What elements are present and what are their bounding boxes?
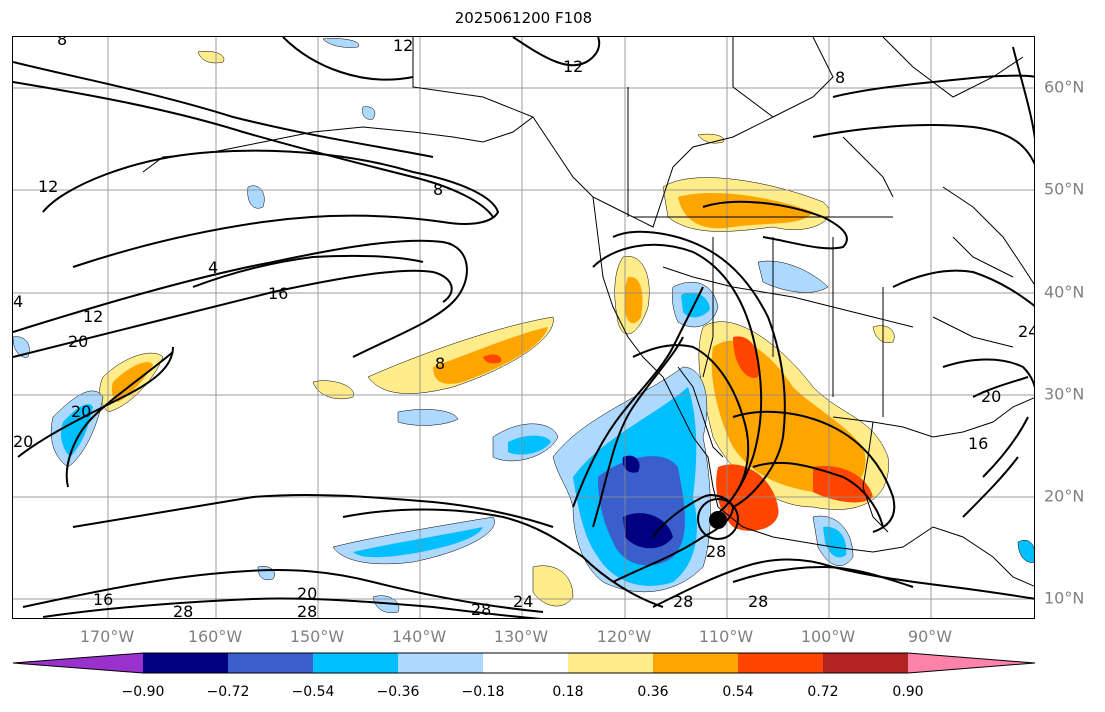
positive-anomaly-region [367,316,554,394]
negative-anomaly-region [353,527,483,558]
negative-anomaly-region [681,292,710,318]
negative-anomaly-region [322,38,360,48]
contour-label: 20 [13,432,33,451]
anomaly-fill-layer [13,38,1034,613]
colorbar-tick-label: 0.18 [552,684,584,700]
colorbar-outline [12,652,1036,674]
contour-label: 12 [563,57,583,76]
contour-label: 20 [68,332,88,351]
positive-anomaly-region [872,325,895,343]
colorbar-tick-label: −0.90 [121,684,165,700]
contour-label: 8 [433,180,443,199]
contour-label: 12 [38,177,58,196]
contour-label: 28 [706,542,726,561]
colorbar-tick-label: 0.54 [722,684,754,700]
negative-anomaly-region [623,513,673,549]
map-area: 8 8 8 8 12 12 12 12 16 16 16 20 20 20 20… [12,36,1035,619]
negative-anomaly-region [1017,539,1034,563]
colorbar-segment [738,653,823,673]
longitude-label: 150°W [289,627,345,646]
longitude-label: 100°W [800,627,856,646]
positive-anomaly-region [733,336,760,378]
contour-label: 20 [297,584,317,603]
contour-label: 8 [835,68,845,87]
negative-anomaly-region [247,185,265,209]
contour-label: 4 [13,292,23,311]
colorbar-segment [228,653,313,673]
contour-label: 28 [673,592,693,611]
positive-anomaly-region [813,466,873,503]
positive-anomaly-region [678,192,813,229]
colorbar-segment [653,653,738,673]
longitude-label: 160°W [187,627,243,646]
positive-anomaly-region [197,51,225,64]
contour-label: 8 [57,37,67,49]
longitude-label: 130°W [493,627,549,646]
contour-label: 24 [513,592,533,611]
colorbar-tick-label: 0.90 [892,684,924,700]
coastlines [142,37,1034,587]
negative-anomaly-region [622,455,640,473]
contour-label: 16 [93,590,113,609]
positive-anomaly-region [624,276,643,324]
colorbar-tick-label: −0.54 [291,684,335,700]
map-title: 2025061200 F108 [454,9,593,27]
latitude-label: 20°N [1044,486,1085,506]
negative-anomaly-region [397,409,459,426]
colorbar-tick-label: 0.72 [807,684,839,700]
longitude-label: 120°W [596,627,652,646]
positive-anomaly-region [312,380,354,400]
contour-label: 28 [471,600,491,619]
colorbar-tick-label: −0.72 [206,684,250,700]
positive-anomaly-region [711,340,866,493]
latitude-label: 30°N [1044,384,1085,404]
positive-anomaly-region [483,354,502,364]
contour-label-layer: 8 8 8 8 12 12 12 12 16 16 16 20 20 20 20… [13,37,1035,619]
colorbar-tick-label: −0.18 [461,684,505,700]
longitude-label: 110°W [698,627,754,646]
contour-label: 12 [393,37,413,55]
contour-label: 28 [297,602,317,619]
contour-label: 16 [268,284,288,303]
contour-label: 28 [173,602,193,619]
graticule-grid [13,37,1034,618]
map-canvas: 8 8 8 8 12 12 12 12 16 16 16 20 20 20 20… [13,37,1035,619]
negative-anomaly-region [362,106,376,120]
positive-anomaly-region [697,133,725,144]
negative-anomaly-region [508,435,551,455]
latitude-label: 40°N [1044,282,1085,302]
contour-label: 4 [208,258,218,277]
colorbar-segment [823,653,908,673]
contour-label: 20 [981,387,1001,406]
colorbar-segment [483,653,568,673]
contour-label: 8 [435,354,445,373]
colorbar-segment [143,653,228,673]
colorbar-extend-low [13,653,143,673]
height-contours [13,37,1034,618]
longitude-label: 140°W [391,627,447,646]
colorbar-extend-high [908,653,1035,673]
colorbar-segment [568,653,653,673]
latitude-label: 60°N [1044,77,1085,97]
longitude-label: 170°W [79,627,135,646]
colorbar-tick-label: −0.36 [376,684,420,700]
colorbar-tick-label: 0.36 [637,684,669,700]
negative-anomaly-region [757,260,829,293]
negative-anomaly-region [257,566,275,581]
colorbar-segment [313,653,398,673]
colorbar-segment [398,653,483,673]
latitude-label: 10°N [1044,588,1085,608]
negative-anomaly-region [13,336,30,358]
colorbar [12,652,1036,674]
contour-label: 20 [71,402,91,421]
contour-label: 28 [748,592,768,611]
contour-label: 12 [83,307,103,326]
longitude-label: 90°W [907,627,953,646]
positive-anomaly-region [532,565,574,607]
contour-label: 24 [1018,322,1035,341]
contour-label: 16 [968,434,988,453]
latitude-label: 50°N [1044,179,1085,199]
storm-center-marker [709,511,727,529]
